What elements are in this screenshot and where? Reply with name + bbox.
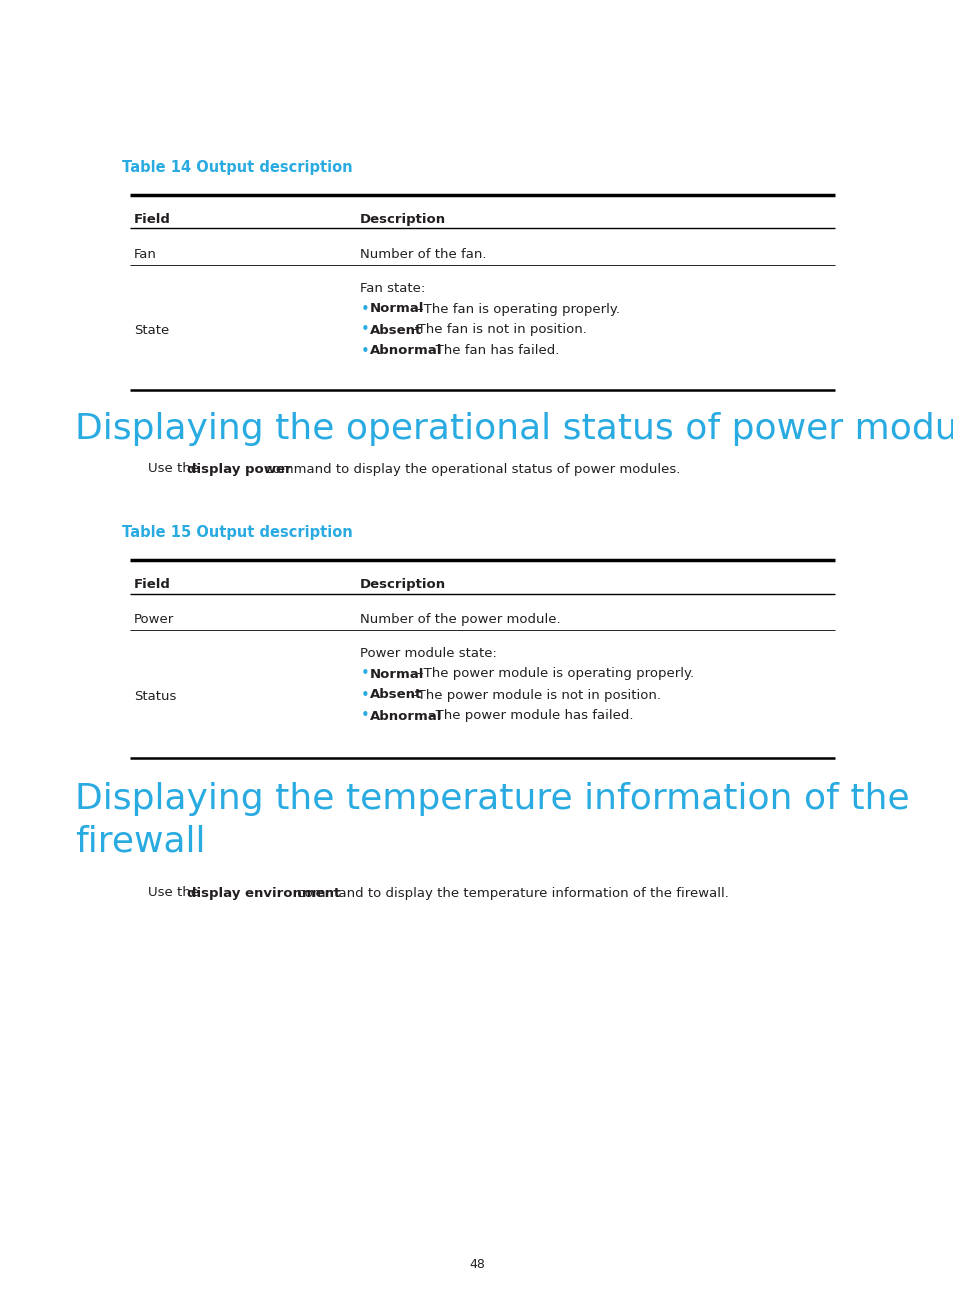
Text: Fan state:: Fan state:: [359, 283, 425, 295]
Text: •: •: [360, 323, 370, 337]
Text: Table 14 Output description: Table 14 Output description: [122, 159, 353, 175]
Text: Number of the fan.: Number of the fan.: [359, 248, 486, 260]
Text: •: •: [360, 302, 370, 316]
Text: Displaying the temperature information of the: Displaying the temperature information o…: [75, 781, 908, 816]
Text: Power module state:: Power module state:: [359, 647, 497, 660]
Text: Normal: Normal: [370, 667, 424, 680]
Text: Number of the power module.: Number of the power module.: [359, 613, 560, 626]
Text: –The fan is operating properly.: –The fan is operating properly.: [416, 302, 619, 315]
Text: –The power module is operating properly.: –The power module is operating properly.: [416, 667, 694, 680]
Text: Absent: Absent: [370, 688, 422, 701]
Text: •: •: [360, 343, 370, 359]
Text: Description: Description: [359, 578, 446, 591]
Text: Use the: Use the: [148, 463, 203, 476]
Text: Normal: Normal: [370, 302, 424, 315]
Text: Use the: Use the: [148, 886, 203, 899]
Text: Absent: Absent: [370, 324, 422, 337]
Text: Description: Description: [359, 213, 446, 226]
Text: command to display the operational status of power modules.: command to display the operational statu…: [261, 463, 679, 476]
Text: •: •: [360, 687, 370, 702]
Text: display environment: display environment: [187, 886, 340, 899]
Text: display power: display power: [187, 463, 292, 476]
Text: Power: Power: [133, 613, 174, 626]
Text: State: State: [133, 324, 169, 337]
Text: •: •: [360, 666, 370, 682]
Text: •: •: [360, 709, 370, 723]
Text: Abnormal: Abnormal: [370, 345, 442, 358]
Text: command to display the temperature information of the firewall.: command to display the temperature infor…: [293, 886, 728, 899]
Text: Table 15 Output description: Table 15 Output description: [122, 525, 353, 540]
Text: Abnormal: Abnormal: [370, 709, 442, 722]
Text: Field: Field: [133, 213, 171, 226]
Text: –The power module is not in position.: –The power module is not in position.: [411, 688, 660, 701]
Text: Status: Status: [133, 691, 176, 704]
Text: Displaying the operational status of power modules: Displaying the operational status of pow…: [75, 412, 953, 446]
Text: Field: Field: [133, 578, 171, 591]
Text: 48: 48: [469, 1258, 484, 1271]
Text: –The fan is not in position.: –The fan is not in position.: [411, 324, 586, 337]
Text: Fan: Fan: [133, 248, 156, 260]
Text: firewall: firewall: [75, 824, 205, 858]
Text: –The fan has failed.: –The fan has failed.: [429, 345, 558, 358]
Text: –The power module has failed.: –The power module has failed.: [429, 709, 633, 722]
